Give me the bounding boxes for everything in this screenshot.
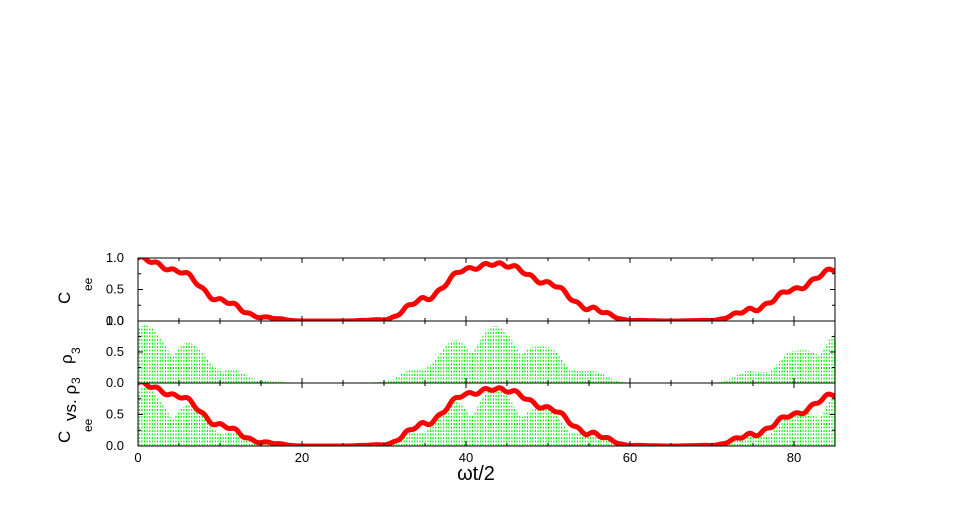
- svg-text:ee: ee: [81, 418, 95, 432]
- x-tick-label: 80: [787, 450, 801, 465]
- x-tick-label: 60: [623, 450, 637, 465]
- x-tick-label: 20: [295, 450, 309, 465]
- y-tick-label: 0.0: [106, 313, 124, 328]
- svg-text:3: 3: [69, 347, 83, 354]
- y-tick-label: 0.5: [106, 282, 124, 297]
- y-tick-label: 0.0: [106, 375, 124, 390]
- panel-cee-vs-rho3: 0.0 0.5 0 20 40 60 80: [106, 382, 836, 465]
- x-tick-label: 40: [459, 450, 473, 465]
- ylabel-panel1: C ee: [55, 277, 95, 304]
- y-tick-label: 0.0: [106, 438, 124, 453]
- y-tick-label: 1.0: [106, 250, 124, 265]
- y-tick-label: 0.5: [106, 407, 124, 422]
- panel-rho3: 0.0 0.5 1.0: [106, 313, 836, 390]
- svg-text:ρ: ρ: [57, 354, 76, 364]
- svg-text:C: C: [55, 431, 74, 443]
- x-tick-label: 0: [134, 450, 141, 465]
- cee-series-line: [138, 258, 835, 321]
- x-axis-label: ωt/2: [457, 463, 495, 485]
- svg-text:vs. ρ: vs. ρ: [61, 385, 80, 421]
- y-tick-label: 1.0: [106, 313, 124, 328]
- svg-text:3: 3: [69, 377, 83, 384]
- svg-text:C: C: [55, 292, 74, 304]
- panel-frame: [137, 320, 836, 384]
- y-tick-label: 0.5: [106, 344, 124, 359]
- svg-text:ee: ee: [81, 277, 95, 291]
- cee-series-line: [138, 383, 835, 446]
- panel-cee: 0.0 0.5 1.0: [106, 250, 836, 328]
- ylabel-panel3: C ee vs. ρ 3: [55, 377, 95, 443]
- ylabel-panel2: ρ 3: [57, 347, 83, 364]
